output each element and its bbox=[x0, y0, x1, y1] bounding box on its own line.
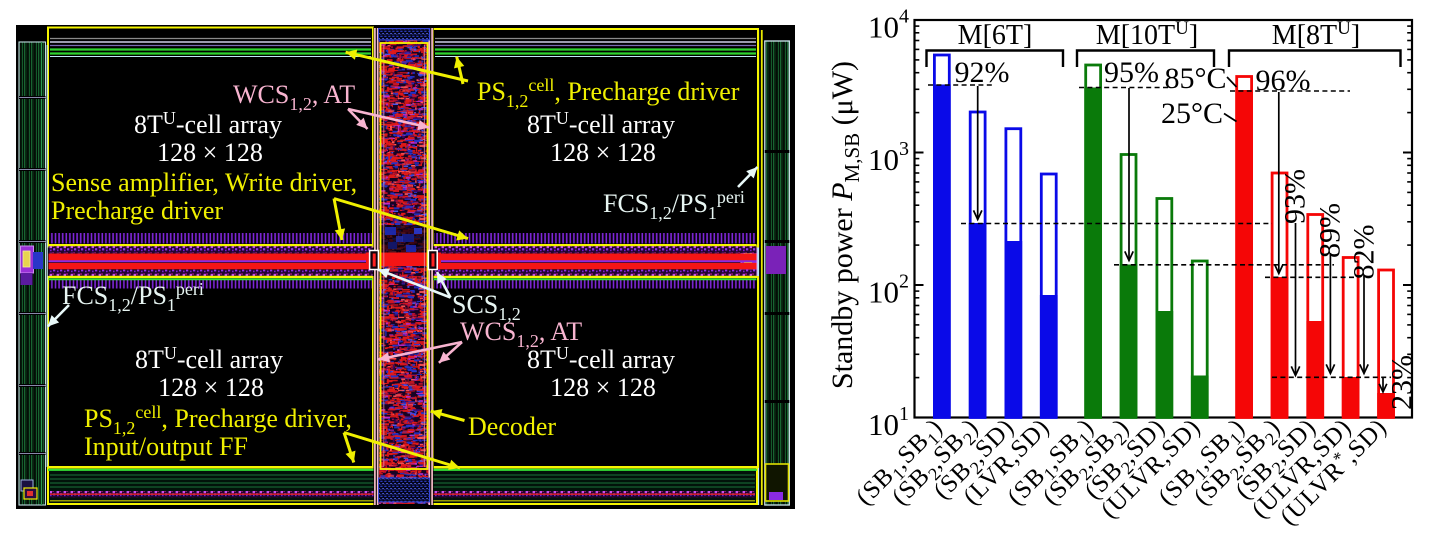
svg-text:PS1,2​cell​, Precharge driver,: PS1,2​cell​, Precharge driver, bbox=[84, 402, 352, 438]
svg-text:25°C: 25°C bbox=[1161, 97, 1223, 130]
svg-text:23%: 23% bbox=[1386, 355, 1419, 410]
svg-text:102: 102 bbox=[868, 271, 909, 310]
svg-text:96%: 96% bbox=[1256, 64, 1311, 97]
svg-text:85°C: 85°C bbox=[1164, 62, 1226, 95]
svg-text:Precharge driver: Precharge driver bbox=[51, 196, 223, 225]
svg-text:8TU​-cell array: 8TU​-cell array bbox=[134, 108, 282, 139]
svg-text:8TU​-cell array: 8TU​-cell array bbox=[527, 108, 675, 139]
svg-text:M[8TU]: M[8TU] bbox=[1272, 18, 1360, 51]
svg-text:128 × 128: 128 × 128 bbox=[550, 138, 656, 167]
svg-text:93%: 93% bbox=[1279, 169, 1312, 224]
svg-text:128 × 128: 128 × 128 bbox=[158, 373, 264, 402]
svg-text:89%: 89% bbox=[1314, 203, 1347, 258]
svg-text:128 × 128: 128 × 128 bbox=[550, 373, 656, 402]
svg-text:92%: 92% bbox=[955, 56, 1010, 89]
svg-text:M[10TU]: M[10TU] bbox=[1096, 18, 1198, 51]
svg-text:95%: 95% bbox=[1104, 56, 1159, 89]
svg-text:82%: 82% bbox=[1348, 225, 1381, 280]
svg-text:Decoder: Decoder bbox=[468, 412, 556, 441]
svg-text:PS1,2​cell​, Precharge driver: PS1,2​cell​, Precharge driver bbox=[477, 75, 740, 111]
svg-text:WCS1,2​, AT: WCS1,2​, AT bbox=[233, 80, 355, 114]
svg-text:Sense amplifier, Write driver,: Sense amplifier, Write driver, bbox=[51, 168, 357, 197]
svg-text:128 × 128: 128 × 128 bbox=[157, 138, 263, 167]
svg-text:Input/output FF: Input/output FF bbox=[84, 432, 248, 461]
svg-text:WCS1,2​, AT: WCS1,2​, AT bbox=[460, 317, 582, 351]
svg-text:SCS1,2​: SCS1,2​ bbox=[452, 290, 521, 324]
svg-text:101: 101 bbox=[868, 403, 909, 442]
svg-text:FCS1,2​/PS1​peri​: FCS1,2​/PS1​peri​ bbox=[603, 187, 745, 223]
svg-text:Standby power PM,SB (μW): Standby power PM,SB (μW) bbox=[826, 61, 864, 389]
svg-text:8TU​-cell array: 8TU​-cell array bbox=[135, 343, 283, 374]
svg-text:M[6T]: M[6T] bbox=[958, 20, 1033, 51]
svg-text:(SB1,SB1): (SB1,SB1) bbox=[851, 414, 951, 514]
svg-text:8TU​-cell array: 8TU​-cell array bbox=[527, 343, 675, 374]
svg-text:FCS1,2​/PS1​peri​: FCS1,2​/PS1​peri​ bbox=[62, 279, 204, 315]
svg-text:104: 104 bbox=[868, 6, 909, 45]
svg-text:103: 103 bbox=[868, 138, 909, 177]
